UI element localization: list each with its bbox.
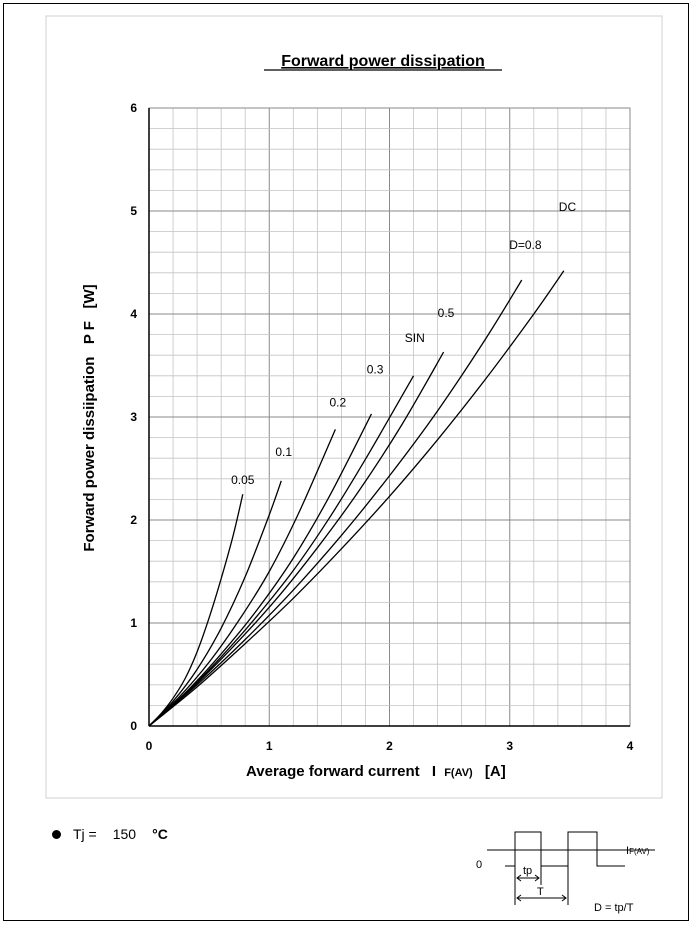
junction-temperature: Tj = 150 °C bbox=[52, 826, 174, 842]
waveform-diagram bbox=[487, 831, 655, 905]
curve-label: 0.05 bbox=[231, 473, 255, 487]
waveform-zero-label: 0 bbox=[476, 859, 482, 871]
t-arrow-head-left bbox=[516, 894, 522, 902]
tj-label: Tj = bbox=[73, 826, 97, 842]
waveform-current-label: IF(AV) bbox=[626, 845, 650, 857]
x-tick-label: 2 bbox=[386, 739, 393, 753]
series-line bbox=[148, 279, 523, 727]
waveform-t-label: T bbox=[537, 886, 544, 898]
axes bbox=[148, 107, 631, 727]
curve-label: 0.5 bbox=[438, 306, 455, 320]
y-axis-label: Forward power dissiipation P F [W] bbox=[81, 284, 98, 551]
y-tick-label: 4 bbox=[130, 307, 137, 321]
x-axis-label-symbol: I bbox=[432, 763, 436, 780]
tp-arrow-head-right bbox=[534, 874, 540, 882]
x-tick-label: 1 bbox=[266, 739, 273, 753]
curve-label: 0.2 bbox=[329, 396, 346, 410]
x-tick-label: 4 bbox=[627, 739, 634, 753]
x-axis-label-main: Average forward current bbox=[246, 763, 420, 780]
x-axis-label: Average forward current I F(AV) [A] bbox=[246, 763, 506, 780]
grid bbox=[149, 108, 630, 726]
x-axis-label-sub: F(AV) bbox=[444, 767, 473, 779]
curve-label: SIN bbox=[405, 331, 425, 345]
bullet-icon bbox=[52, 829, 61, 839]
series-line bbox=[148, 429, 336, 727]
x-tick-label: 0 bbox=[146, 739, 153, 753]
waveform-current-symbol: I bbox=[626, 845, 629, 857]
waveform-pulse bbox=[505, 831, 625, 867]
waveform-current-sub: F(AV) bbox=[629, 847, 650, 856]
chart-title: Forward power dissipation bbox=[281, 53, 485, 70]
page-frame bbox=[3, 3, 689, 921]
tick-labels: 0 1 2 3 4 0 1 2 3 4 5 6 bbox=[130, 101, 633, 753]
series-line bbox=[148, 351, 445, 727]
tj-unit: °C bbox=[152, 826, 168, 842]
series-line bbox=[148, 413, 373, 727]
x-tick-label: 3 bbox=[506, 739, 513, 753]
y-tick-label: 5 bbox=[130, 204, 137, 218]
waveform-tp-label: tp bbox=[523, 865, 532, 877]
series-line bbox=[148, 480, 282, 727]
curve-label: D=0.8 bbox=[509, 238, 542, 252]
series-line bbox=[148, 270, 565, 727]
chart-panel bbox=[45, 15, 663, 799]
series-line bbox=[148, 494, 244, 727]
tp-arrow-head-left bbox=[516, 874, 522, 882]
y-tick-label: 3 bbox=[130, 410, 137, 424]
curve-label: DC bbox=[559, 200, 577, 214]
x-axis-label-unit: [A] bbox=[485, 763, 506, 780]
y-tick-label: 0 bbox=[130, 719, 137, 733]
curve-label: 0.3 bbox=[367, 363, 384, 377]
t-arrow-head-right bbox=[561, 894, 567, 902]
series-lines bbox=[148, 270, 565, 727]
y-tick-label: 1 bbox=[130, 616, 137, 630]
curve-label: 0.1 bbox=[275, 445, 292, 459]
waveform-duty-label: D = tp/T bbox=[594, 902, 634, 914]
y-tick-label: 2 bbox=[130, 513, 137, 527]
y-tick-label: 6 bbox=[130, 101, 137, 115]
tj-value: 150 bbox=[112, 826, 137, 842]
curve-labels: 0.05 0.1 0.2 0.3 SIN 0.5 D=0.8 DC bbox=[231, 200, 576, 487]
